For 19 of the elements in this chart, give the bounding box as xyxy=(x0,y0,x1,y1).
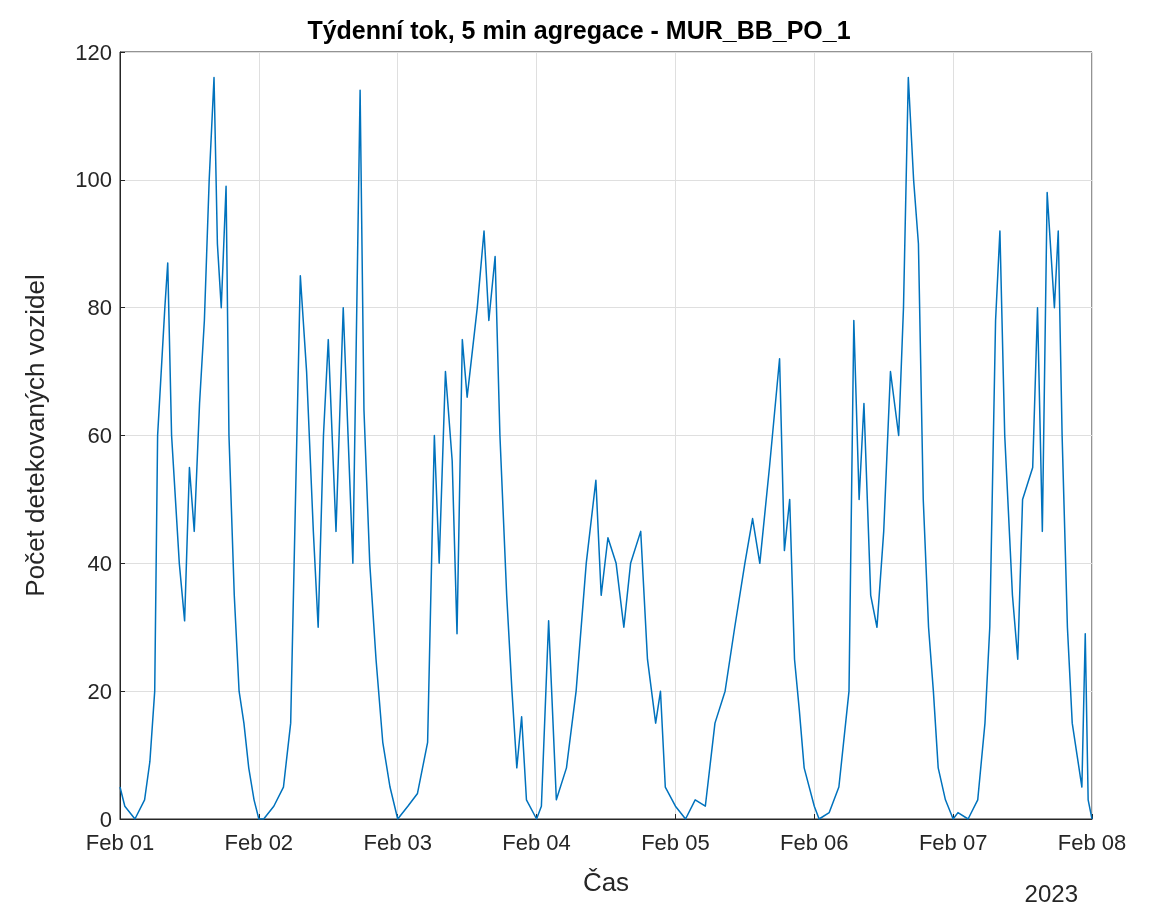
y-tick-label: 80 xyxy=(87,295,112,321)
y-axis-title: Počet detekovaných vozidel xyxy=(20,274,50,597)
x-tick-label: Feb 08 xyxy=(1057,829,1127,855)
x-axis-title: Čas xyxy=(582,867,630,897)
y-tick-label: 20 xyxy=(87,678,112,704)
chart-title: Týdenní tok, 5 min agregace - MUR_BB_PO_1 xyxy=(307,15,851,44)
x-tick-label: Feb 02 xyxy=(224,829,294,855)
y-tick-label: 40 xyxy=(87,550,112,576)
x-tick-label: Feb 07 xyxy=(918,829,988,855)
y-tick-label: 0 xyxy=(99,806,112,832)
x-tick-label: Feb 05 xyxy=(641,829,710,855)
y-tick-label: 60 xyxy=(87,423,112,448)
y-tick-label: 100 xyxy=(75,167,112,193)
x-tick-label: Feb 03 xyxy=(363,829,432,855)
x-tick-label: Feb 01 xyxy=(85,829,155,855)
x-tick-label: Feb 04 xyxy=(502,829,571,855)
text: 2023 xyxy=(1024,879,1078,907)
x-tick-label: Feb 06 xyxy=(780,829,849,855)
y-tick-label: 120 xyxy=(75,39,112,65)
